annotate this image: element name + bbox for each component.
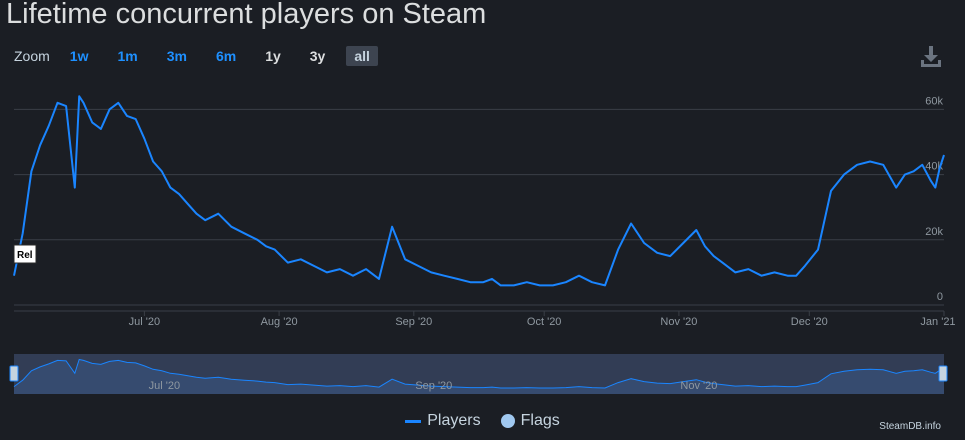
legend-players-label: Players (427, 412, 481, 429)
players-line-icon (405, 419, 422, 423)
x-tick-label: Dec '20 (791, 316, 828, 328)
x-tick-label: Jul '20 (129, 316, 160, 328)
x-tick-label: Oct '20 (527, 316, 562, 328)
x-tick-label: Jan '21 (920, 316, 955, 328)
zoom-6m-button[interactable]: 6m (215, 47, 237, 64)
zoom-1w-button[interactable]: 1w (69, 47, 89, 64)
navigator-label: Jul '20 (149, 380, 180, 392)
navigator-label: Sep '20 (415, 380, 452, 392)
legend-players[interactable]: Players (405, 412, 481, 430)
chart-legend: Players Flags (0, 410, 965, 432)
navigator-label: Nov '20 (680, 380, 717, 392)
credit-text: SteamDB.info (879, 421, 941, 432)
x-tick-label: Aug '20 (261, 316, 298, 328)
navigator-left-handle[interactable] (9, 365, 19, 382)
legend-flags[interactable]: Flags (500, 412, 560, 430)
navigator-right-handle[interactable] (938, 365, 948, 382)
page-title: Lifetime concurrent players on Steam (6, 0, 487, 30)
zoom-1m-button[interactable]: 1m (117, 47, 138, 64)
flags-dot-icon (500, 414, 515, 428)
zoom-label: Zoom (14, 47, 50, 64)
download-icon[interactable] (919, 44, 943, 68)
zoom-controls: Zoom 1w 1m 3m 6m 1y 3y all (14, 45, 391, 66)
legend-flags-label: Flags (520, 412, 560, 429)
y-tick-label: 60k (925, 95, 943, 107)
zoom-all-button[interactable]: all (346, 45, 378, 66)
x-tick-label: Nov '20 (660, 316, 697, 328)
x-tick-label: Sep '20 (395, 316, 432, 328)
players-series-line (13, 95, 945, 287)
zoom-3m-button[interactable]: 3m (166, 47, 187, 64)
y-tick-label: 0 (937, 291, 943, 303)
release-flag-label: Rel (17, 250, 33, 261)
zoom-1y-button[interactable]: 1y (265, 47, 281, 64)
navigator-line (13, 358, 945, 389)
navigator-area (14, 359, 944, 394)
y-tick-label: 20k (925, 226, 943, 238)
release-flag (13, 244, 37, 264)
zoom-3y-button[interactable]: 3y (309, 47, 326, 64)
